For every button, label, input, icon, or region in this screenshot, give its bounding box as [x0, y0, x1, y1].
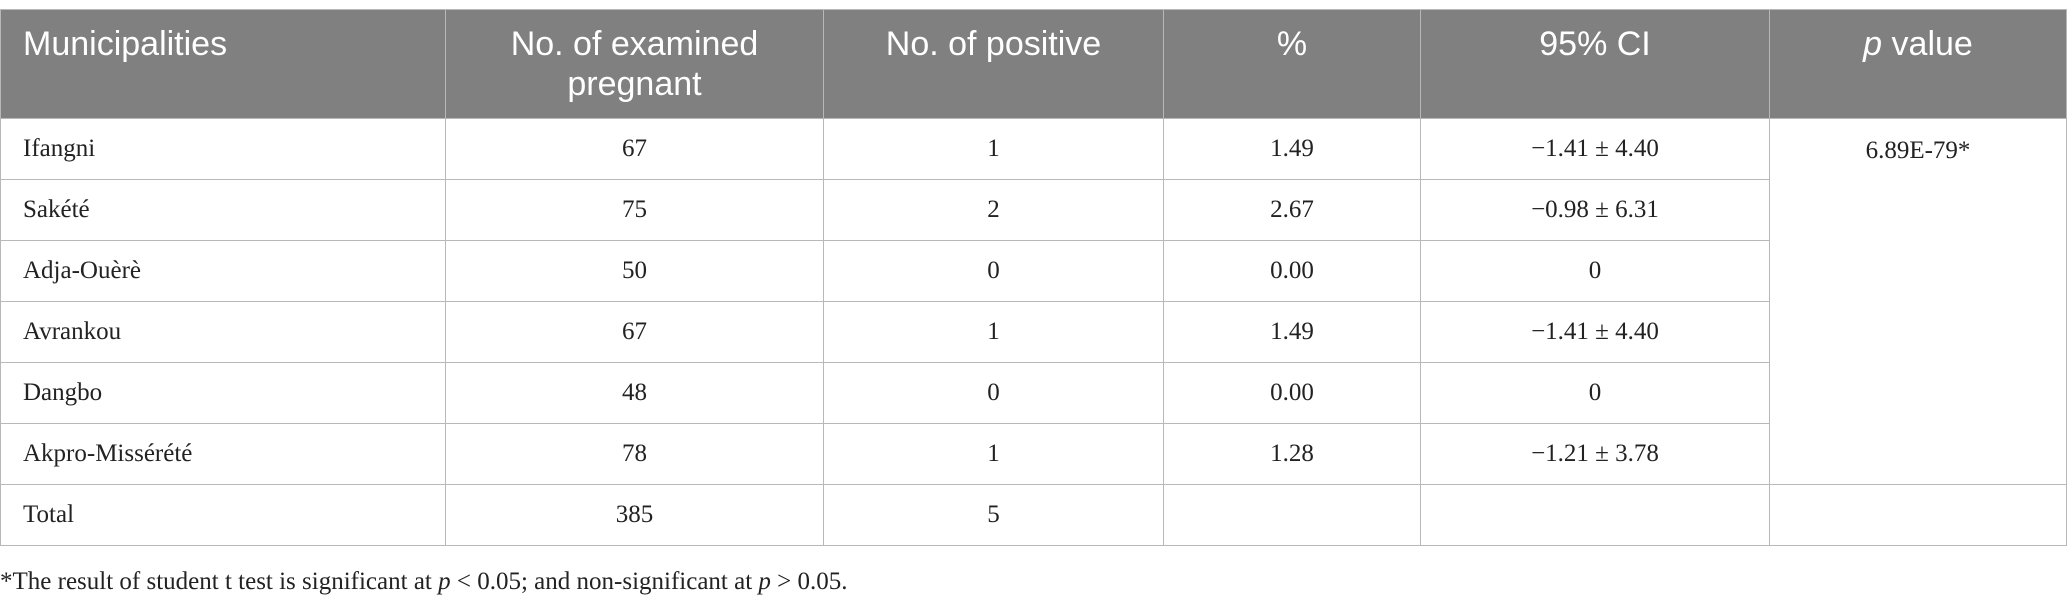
table-row: Dangbo 48 0 0.00 0 — [0, 362, 2067, 424]
cell-p-value: 6.89E-79* — [1769, 118, 2067, 485]
cell-examined: 67 — [445, 118, 824, 180]
cell-percent: 2.67 — [1163, 179, 1421, 241]
cell-percent: 0.00 — [1163, 362, 1421, 424]
cell-ci: 0 — [1420, 362, 1770, 424]
table-row: Ifangni 67 1 1.49 −1.41 ± 4.40 6.89E-79* — [0, 118, 2067, 485]
cell-positive: 1 — [823, 423, 1164, 485]
cell-total-ci — [1420, 484, 1770, 546]
footnote-part3: > 0.05. — [770, 568, 848, 595]
header-row: Municipalities No. of examined pregnant … — [0, 9, 2067, 119]
cell-percent: 0.00 — [1163, 240, 1421, 302]
cell-examined: 48 — [445, 362, 824, 424]
cell-total-p-value — [1769, 484, 2067, 546]
table-row: Akpro-Missérété 78 1 1.28 −1.21 ± 3.78 — [0, 423, 2067, 485]
cell-positive: 1 — [823, 118, 1164, 180]
cell-municipality: Sakété — [0, 179, 446, 241]
footnote-part1: *The result of student t test is signifi… — [0, 568, 439, 595]
cell-percent: 1.49 — [1163, 118, 1421, 180]
cell-positive: 0 — [823, 240, 1164, 302]
cell-ci: −1.21 ± 3.78 — [1420, 423, 1770, 485]
footnote-part2: < 0.05; and non-significant at — [450, 568, 759, 595]
header-municipalities: Municipalities — [0, 9, 446, 119]
cell-municipality: Akpro-Missérété — [0, 423, 446, 485]
table-row: Sakété 75 2 2.67 −0.98 ± 6.31 — [0, 179, 2067, 241]
cell-total-examined: 385 — [445, 484, 824, 546]
cell-total-label: Total — [0, 484, 446, 546]
cell-ci: −1.41 ± 4.40 — [1420, 301, 1770, 363]
cell-municipality: Ifangni — [0, 118, 446, 180]
header-p-value: p value — [1769, 9, 2067, 119]
cell-examined: 75 — [445, 179, 824, 241]
cell-total-percent — [1163, 484, 1421, 546]
cell-examined: 78 — [445, 423, 824, 485]
cell-total-positive: 5 — [823, 484, 1164, 546]
header-percent: % — [1163, 9, 1421, 119]
footnote-p1: p — [438, 568, 451, 595]
table-row: Adja-Ouèrè 50 0 0.00 0 — [0, 240, 2067, 302]
header-p-rest: value — [1882, 25, 1973, 63]
data-table: Municipalities No. of examined pregnant … — [0, 9, 2067, 546]
header-examined: No. of examined pregnant — [445, 9, 824, 119]
table-footnote: *The result of student t test is signifi… — [0, 568, 848, 596]
total-row: Total 385 5 — [0, 484, 2067, 546]
cell-positive: 0 — [823, 362, 1164, 424]
cell-percent: 1.28 — [1163, 423, 1421, 485]
cell-ci: −0.98 ± 6.31 — [1420, 179, 1770, 241]
cell-percent: 1.49 — [1163, 301, 1421, 363]
cell-examined: 67 — [445, 301, 824, 363]
footnote-p2: p — [758, 568, 771, 595]
header-ci: 95% CI — [1420, 9, 1770, 119]
cell-ci: 0 — [1420, 240, 1770, 302]
cell-municipality: Avrankou — [0, 301, 446, 363]
header-positive: No. of positive — [823, 9, 1164, 119]
cell-municipality: Adja-Ouèrè — [0, 240, 446, 302]
cell-ci: −1.41 ± 4.40 — [1420, 118, 1770, 180]
cell-positive: 1 — [823, 301, 1164, 363]
cell-examined: 50 — [445, 240, 824, 302]
table-row: Avrankou 67 1 1.49 −1.41 ± 4.40 — [0, 301, 2067, 363]
cell-municipality: Dangbo — [0, 362, 446, 424]
header-p-letter: p — [1863, 25, 1883, 63]
cell-positive: 2 — [823, 179, 1164, 241]
